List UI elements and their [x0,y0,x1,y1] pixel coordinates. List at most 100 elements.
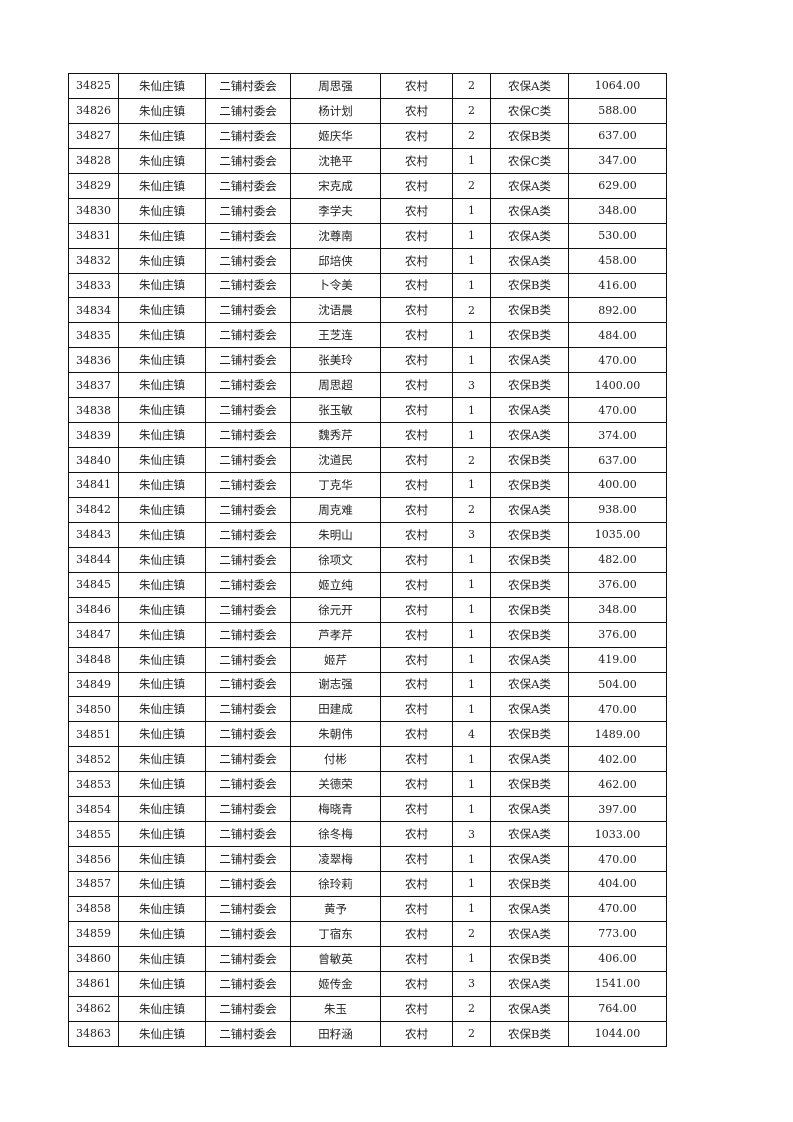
id-cell: 34835 [68,322,119,349]
amount-cell: 397.00 [568,796,667,823]
id-cell: 34845 [68,571,119,598]
name-cell: 张美玲 [290,347,381,374]
count-cell: 1 [452,945,491,972]
name-cell: 朱明山 [290,521,381,548]
count-cell: 1 [452,272,491,299]
id-cell: 34857 [68,871,119,897]
area-type-cell: 农村 [380,147,453,174]
amount-cell: 629.00 [568,172,667,199]
area-type-cell: 农村 [380,970,453,997]
table-row: 34839 朱仙庄镇 二铺村委会 魏秀芹 农村 1 农保A类 374.00 [68,422,667,449]
town-cell: 朱仙庄镇 [118,197,206,224]
name-cell: 姬庆华 [290,122,381,149]
area-type-cell: 农村 [380,197,453,224]
table-row: 34846 朱仙庄镇 二铺村委会 徐元开 农村 1 农保B类 348.00 [68,596,667,623]
category-cell: 农保A类 [490,197,569,224]
id-cell: 34855 [68,821,119,848]
village-cell: 二铺村委会 [205,821,291,848]
name-cell: 卜令美 [290,272,381,299]
village-cell: 二铺村委会 [205,1020,291,1047]
count-cell: 3 [452,970,491,997]
id-cell: 34833 [68,272,119,299]
amount-cell: 348.00 [568,596,667,623]
category-cell: 农保B类 [490,546,569,573]
id-cell: 34827 [68,122,119,149]
area-type-cell: 农村 [380,272,453,299]
category-cell: 农保B类 [490,871,569,897]
name-cell: 沈尊南 [290,222,381,249]
town-cell: 朱仙庄镇 [118,945,206,972]
amount-cell: 416.00 [568,272,667,299]
table-row: 34836 朱仙庄镇 二铺村委会 张美玲 农村 1 农保A类 470.00 [68,347,667,374]
table-row: 34837 朱仙庄镇 二铺村委会 周思超 农村 3 农保B类 1400.00 [68,372,667,399]
area-type-cell: 农村 [380,671,453,698]
town-cell: 朱仙庄镇 [118,397,206,424]
table-row: 34847 朱仙庄镇 二铺村委会 芦孝芹 农村 1 农保B类 376.00 [68,621,667,648]
count-cell: 2 [452,122,491,149]
category-cell: 农保A类 [490,222,569,249]
category-cell: 农保A类 [490,995,569,1022]
amount-cell: 376.00 [568,621,667,648]
town-cell: 朱仙庄镇 [118,796,206,823]
count-cell: 1 [452,596,491,623]
id-cell: 34826 [68,97,119,124]
name-cell: 徐冬梅 [290,821,381,848]
area-type-cell: 农村 [380,596,453,623]
name-cell: 丁克华 [290,472,381,498]
id-cell: 34852 [68,746,119,773]
id-cell: 34853 [68,771,119,798]
table-row: 34857 朱仙庄镇 二铺村委会 徐玲莉 农村 1 农保B类 404.00 [68,871,667,897]
village-cell: 二铺村委会 [205,646,291,673]
count-cell: 1 [452,546,491,573]
table-row: 34859 朱仙庄镇 二铺村委会 丁宿东 农村 2 农保A类 773.00 [68,920,667,947]
area-type-cell: 农村 [380,172,453,199]
area-type-cell: 农村 [380,122,453,149]
area-type-cell: 农村 [380,372,453,399]
category-cell: 农保A类 [490,671,569,698]
area-type-cell: 农村 [380,646,453,673]
town-cell: 朱仙庄镇 [118,97,206,124]
town-cell: 朱仙庄镇 [118,771,206,798]
name-cell: 梅晓青 [290,796,381,823]
count-cell: 2 [452,920,491,947]
area-type-cell: 农村 [380,247,453,274]
town-cell: 朱仙庄镇 [118,546,206,573]
count-cell: 2 [452,496,491,523]
village-cell: 二铺村委会 [205,671,291,698]
area-type-cell: 农村 [380,721,453,748]
area-type-cell: 农村 [380,621,453,648]
count-cell: 1 [452,771,491,798]
town-cell: 朱仙庄镇 [118,646,206,673]
amount-cell: 470.00 [568,846,667,872]
amount-cell: 376.00 [568,571,667,598]
name-cell: 徐玲莉 [290,871,381,897]
id-cell: 34834 [68,297,119,324]
village-cell: 二铺村委会 [205,571,291,598]
count-cell: 1 [452,746,491,773]
count-cell: 1 [452,696,491,723]
id-cell: 34829 [68,172,119,199]
village-cell: 二铺村委会 [205,297,291,324]
town-cell: 朱仙庄镇 [118,621,206,648]
name-cell: 姬芹 [290,646,381,673]
name-cell: 芦孝芹 [290,621,381,648]
village-cell: 二铺村委会 [205,472,291,498]
name-cell: 黄予 [290,895,381,922]
area-type-cell: 农村 [380,571,453,598]
id-cell: 34828 [68,147,119,174]
id-cell: 34841 [68,472,119,498]
area-type-cell: 农村 [380,73,453,99]
category-cell: 农保A类 [490,895,569,922]
amount-cell: 1044.00 [568,1020,667,1047]
category-cell: 农保C类 [490,97,569,124]
table-row: 34829 朱仙庄镇 二铺村委会 宋克成 农村 2 农保A类 629.00 [68,172,667,199]
id-cell: 34849 [68,671,119,698]
count-cell: 1 [452,796,491,823]
table-row: 34830 朱仙庄镇 二铺村委会 李学夫 农村 1 农保A类 348.00 [68,197,667,224]
area-type-cell: 农村 [380,422,453,449]
area-type-cell: 农村 [380,746,453,773]
name-cell: 张玉敏 [290,397,381,424]
category-cell: 农保B类 [490,272,569,299]
id-cell: 34837 [68,372,119,399]
amount-cell: 419.00 [568,646,667,673]
